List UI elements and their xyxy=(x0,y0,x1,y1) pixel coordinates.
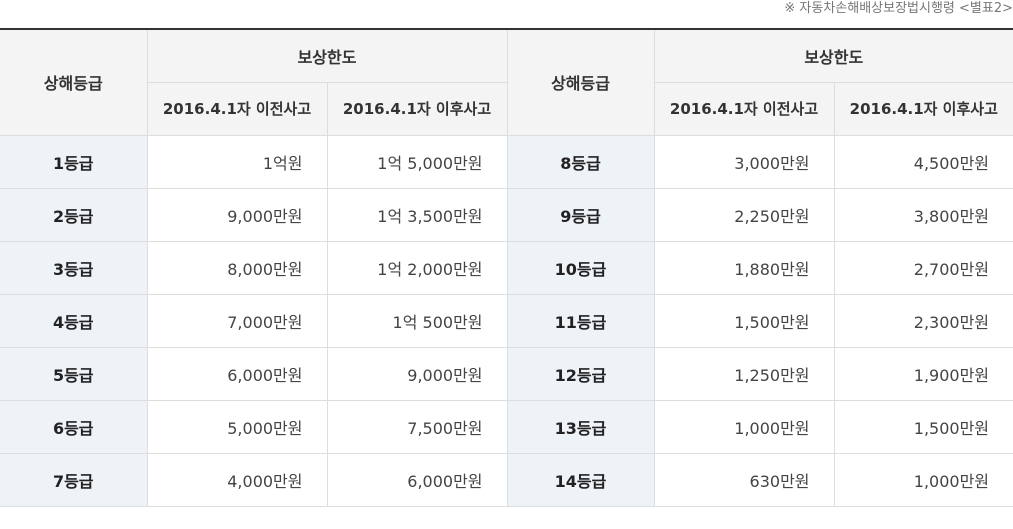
limit-after-cell: 1억 2,000만원 xyxy=(326,240,508,295)
grade-cell: 6등급 xyxy=(0,399,148,454)
table-row: 2등급 9,000만원 1억 3,500만원 9등급 2,250만원 3,800… xyxy=(0,187,1013,242)
limit-after-cell: 1,900만원 xyxy=(833,346,1013,401)
grade-cell: 4등급 xyxy=(0,293,148,348)
limit-after-cell: 1,000만원 xyxy=(833,452,1013,507)
limit-after-cell: 7,500만원 xyxy=(326,399,508,454)
header-before-right: 2016.4.1자 이전사고 xyxy=(653,81,835,136)
grade-cell: 9등급 xyxy=(506,187,655,242)
grade-cell: 1등급 xyxy=(0,135,148,189)
limit-before-cell: 1,880만원 xyxy=(653,240,835,295)
header-limit-left: 보상한도 xyxy=(146,29,508,83)
grade-cell: 10등급 xyxy=(506,240,655,295)
table-body: 1등급 1억원 1억 5,000만원 8등급 3,000만원 4,500만원 2… xyxy=(0,134,1013,507)
limit-after-cell: 2,700만원 xyxy=(833,240,1013,295)
limit-after-cell: 1억 3,500만원 xyxy=(326,187,508,242)
table-row: 6등급 5,000만원 7,500만원 13등급 1,000만원 1,500만원 xyxy=(0,399,1013,454)
limit-before-cell: 7,000만원 xyxy=(146,293,328,348)
table-row: 7등급 4,000만원 6,000만원 14등급 630만원 1,000만원 xyxy=(0,452,1013,507)
injury-compensation-table: 상해등급 보상한도 상해등급 보상한도 2016.4.1자 이전사고 2016.… xyxy=(0,28,1013,507)
header-grade-right: 상해등급 xyxy=(506,29,655,136)
grade-cell: 5등급 xyxy=(0,346,148,401)
limit-before-cell: 4,000만원 xyxy=(146,452,328,507)
limit-after-cell: 9,000만원 xyxy=(326,346,508,401)
grade-cell: 2등급 xyxy=(0,187,148,242)
source-note: ※ 자동차손해배상보장법시행령 <별표2> xyxy=(784,1,1013,16)
grade-cell: 14등급 xyxy=(506,452,655,507)
limit-before-cell: 9,000만원 xyxy=(146,187,328,242)
table-row: 5등급 6,000만원 9,000만원 12등급 1,250만원 1,900만원 xyxy=(0,346,1013,401)
limit-after-cell: 3,800만원 xyxy=(833,187,1013,242)
header-grade-left: 상해등급 xyxy=(0,29,148,136)
limit-before-cell: 2,250만원 xyxy=(653,187,835,242)
limit-before-cell: 8,000만원 xyxy=(146,240,328,295)
limit-after-cell: 1,500만원 xyxy=(833,399,1013,454)
limit-after-cell: 4,500만원 xyxy=(833,134,1013,189)
limit-after-cell: 2,300만원 xyxy=(833,293,1013,348)
table-row: 4등급 7,000만원 1억 500만원 11등급 1,500만원 2,300만… xyxy=(0,293,1013,348)
table-header: 상해등급 보상한도 상해등급 보상한도 2016.4.1자 이전사고 2016.… xyxy=(0,29,1013,136)
table-row: 1등급 1억원 1억 5,000만원 8등급 3,000만원 4,500만원 xyxy=(0,134,1013,189)
header-before-left: 2016.4.1자 이전사고 xyxy=(147,81,328,136)
limit-before-cell: 3,000만원 xyxy=(653,134,835,189)
header-after-right: 2016.4.1자 이후사고 xyxy=(833,81,1013,136)
limit-after-cell: 1억 500만원 xyxy=(326,293,508,348)
grade-cell: 12등급 xyxy=(506,346,655,401)
limit-before-cell: 6,000만원 xyxy=(146,346,328,401)
header-row-top: 상해등급 보상한도 상해등급 보상한도 xyxy=(0,29,1013,136)
grade-cell: 13등급 xyxy=(506,399,655,454)
limit-after-cell: 6,000만원 xyxy=(326,452,508,507)
limit-after-cell: 1억 5,000만원 xyxy=(326,134,508,189)
limit-before-cell: 630만원 xyxy=(653,452,835,507)
limit-before-cell: 1,500만원 xyxy=(653,293,835,348)
grade-cell: 3등급 xyxy=(0,240,148,295)
grade-cell: 11등급 xyxy=(506,293,655,348)
limit-before-cell: 1,000만원 xyxy=(653,399,835,454)
header-after-left: 2016.4.1자 이후사고 xyxy=(326,81,508,136)
limit-before-cell: 5,000만원 xyxy=(146,399,328,454)
grade-cell: 7등급 xyxy=(0,452,148,507)
limit-before-cell: 1,250만원 xyxy=(653,346,835,401)
header-limit-right: 보상한도 xyxy=(653,29,1013,83)
header-row-sub: 2016.4.1자 이전사고 2016.4.1자 이후사고 2016.4.1자 … xyxy=(0,81,1013,136)
table-row: 3등급 8,000만원 1억 2,000만원 10등급 1,880만원 2,70… xyxy=(0,240,1013,295)
grade-cell: 8등급 xyxy=(506,135,655,189)
limit-before-cell: 1억원 xyxy=(146,134,328,189)
